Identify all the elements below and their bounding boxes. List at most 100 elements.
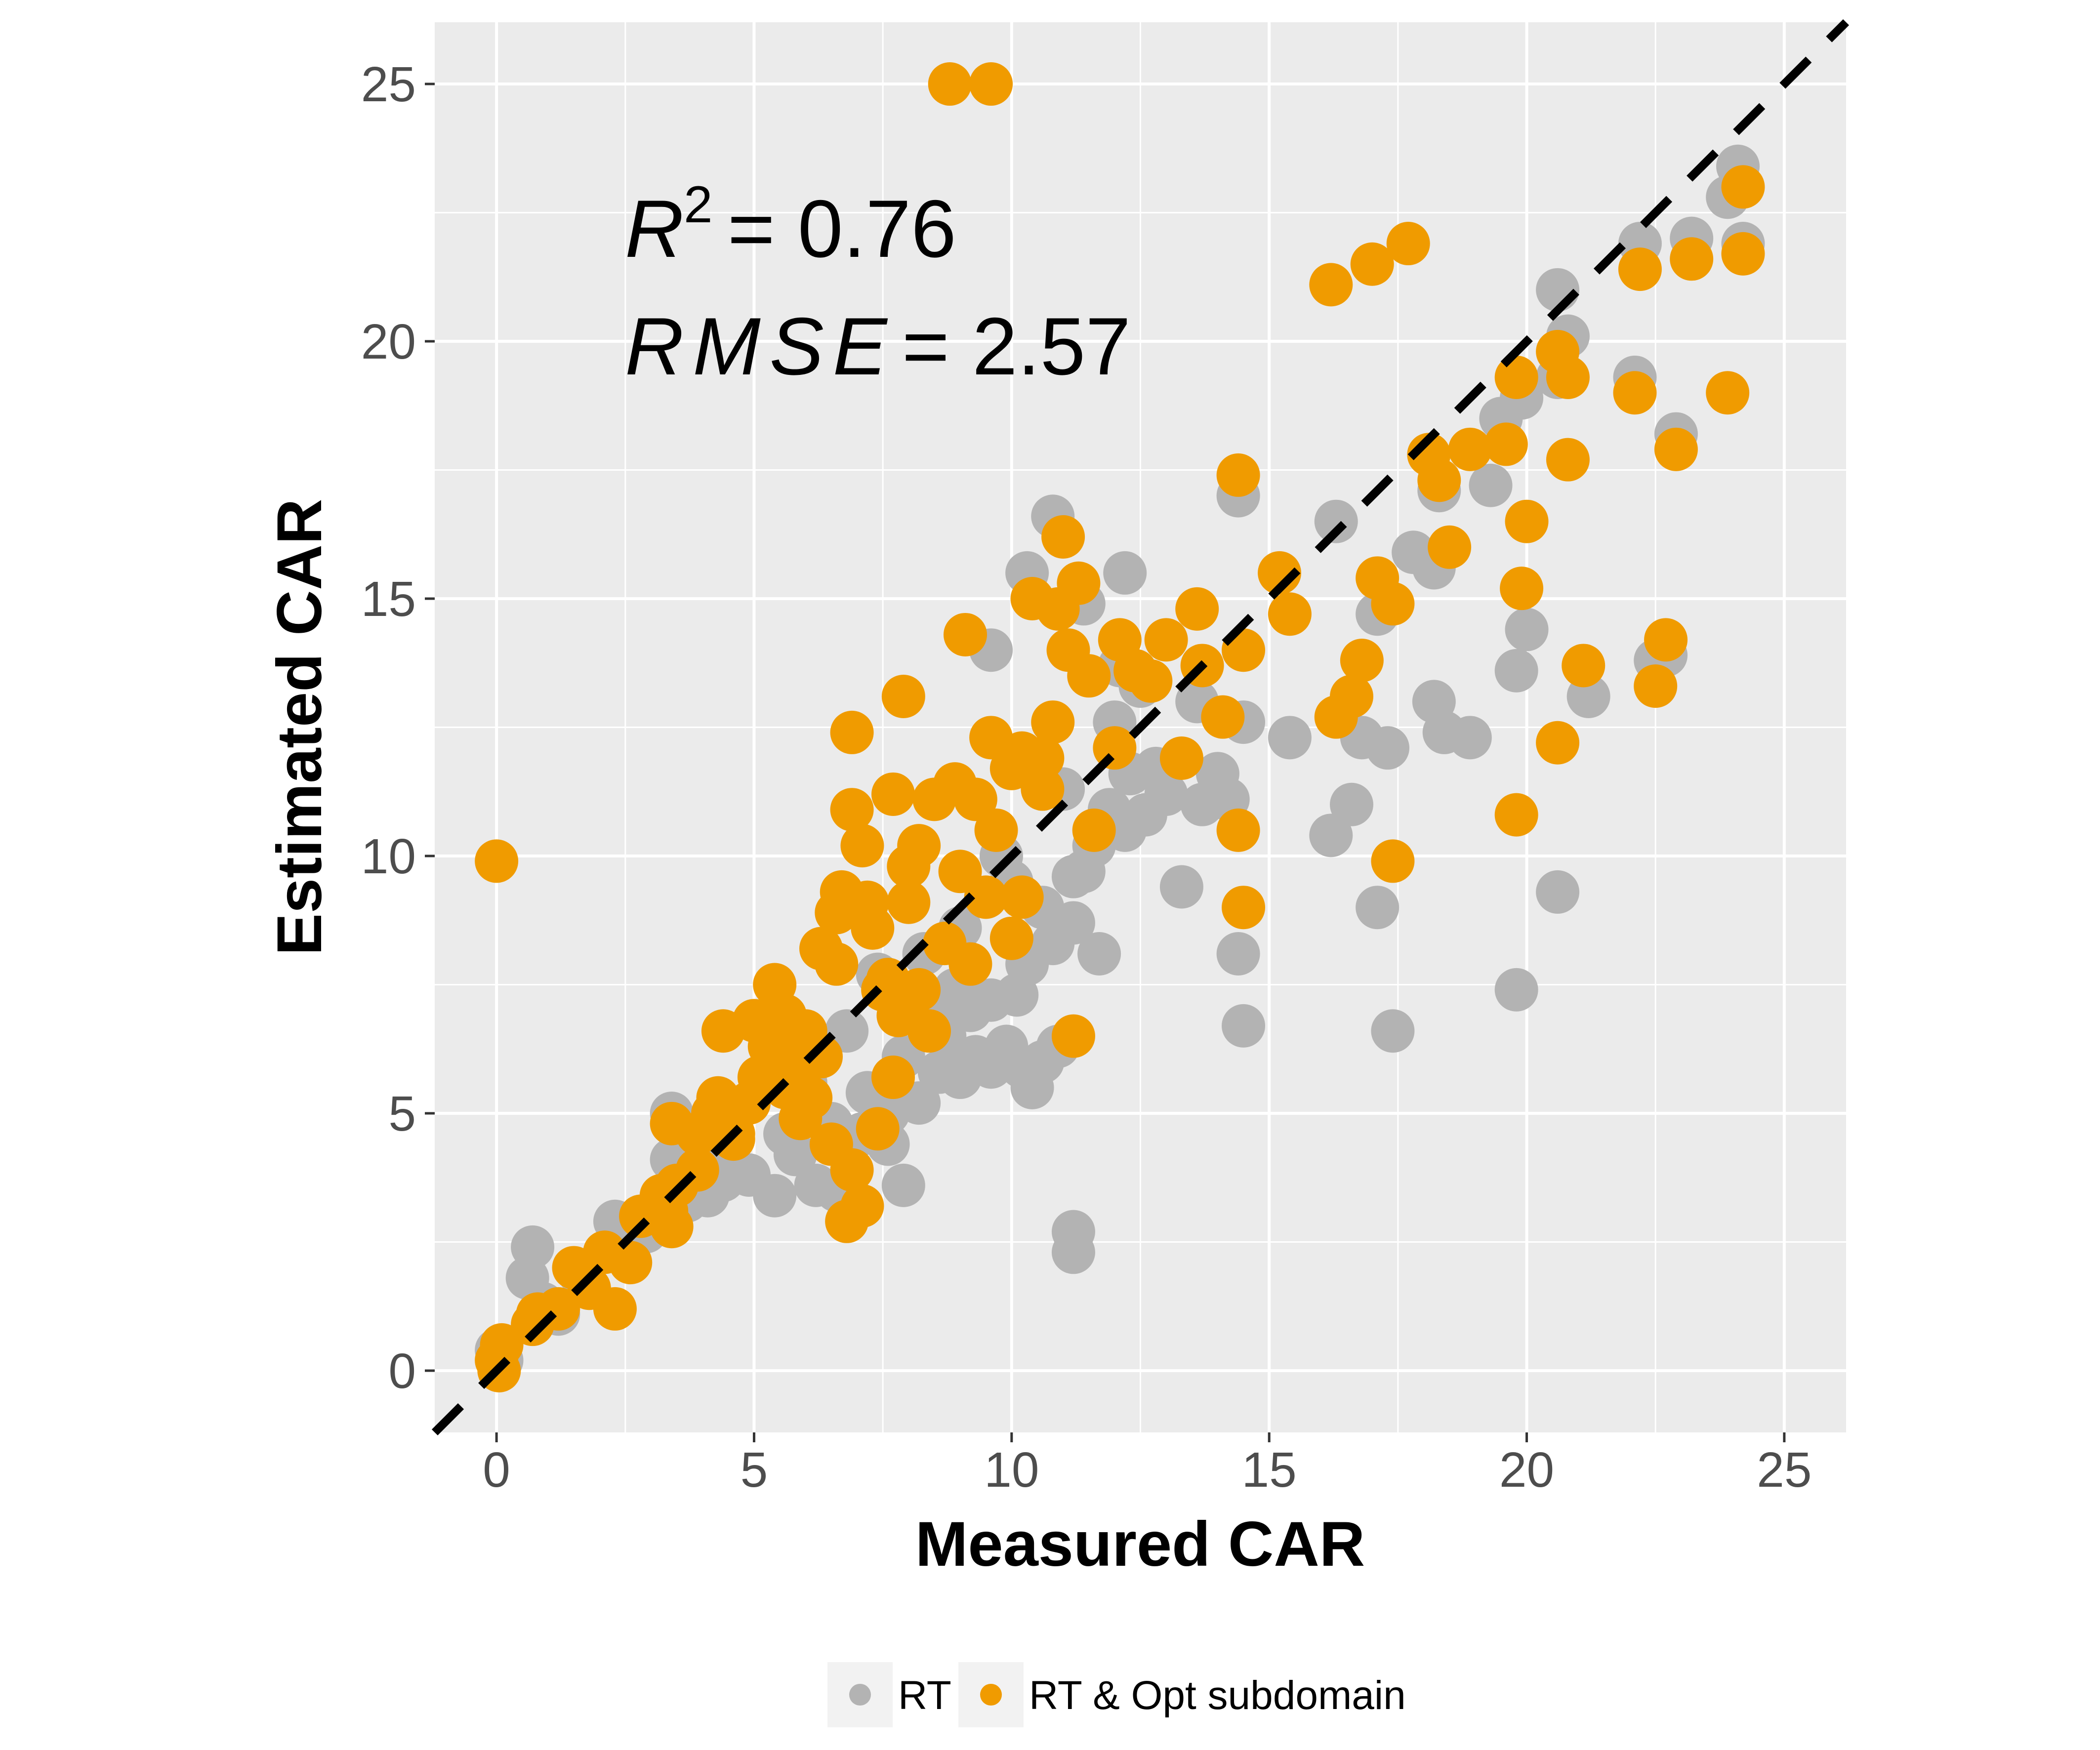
point-rt-opt-subdomain (1216, 453, 1260, 497)
point-rt-opt-subdomain (1268, 592, 1312, 636)
point-rt-opt-subdomain (1562, 644, 1606, 688)
point-rt-opt-subdomain (1654, 427, 1698, 471)
point-rt (1365, 726, 1409, 770)
point-rt-opt-subdomain (1536, 721, 1580, 765)
point-rt-opt-subdomain (830, 788, 874, 832)
y-tick-label: 5 (388, 1086, 416, 1141)
point-rt-opt-subdomain (691, 1091, 735, 1135)
point-rt (1356, 886, 1400, 930)
point-rt-opt-subdomain (974, 808, 1018, 852)
point-rt-opt-subdomain (953, 777, 997, 821)
point-rt-opt-subdomain (1051, 1014, 1095, 1058)
point-rt-opt-subdomain (593, 1287, 637, 1331)
point-rt-opt-subdomain (1067, 654, 1111, 698)
point-rt-opt-subdomain (1175, 587, 1219, 631)
point-rt-opt-subdomain (1330, 674, 1374, 718)
point-rt-opt-subdomain (1371, 839, 1415, 883)
y-tick-label: 15 (361, 571, 416, 627)
y-tick-label: 10 (361, 829, 416, 884)
point-rt-opt-subdomain (1129, 659, 1173, 703)
y-tick-label: 25 (361, 57, 416, 112)
point-rt (1469, 463, 1513, 507)
x-axis-title: Measured CAR (915, 1509, 1365, 1580)
legend: RT RT & Opt subdomain (827, 1662, 1406, 1727)
point-rt (1371, 1009, 1415, 1053)
point-rt-opt-subdomain (1494, 793, 1538, 837)
point-rt-opt-subdomain (928, 62, 972, 106)
point-rt-opt-subdomain (475, 839, 519, 883)
point-rt (1103, 551, 1147, 595)
point-rt (1051, 1210, 1095, 1254)
point-rt-opt-subdomain (1386, 222, 1430, 266)
legend-label-rt: RT (898, 1673, 951, 1718)
legend-label-rt-opt-subdomain: RT & Opt subdomain (1029, 1673, 1406, 1718)
point-rt-opt-subdomain (1613, 371, 1657, 415)
point-rt-opt-subdomain (1644, 618, 1688, 662)
x-tick-label: 20 (1499, 1442, 1554, 1498)
point-rt-opt-subdomain (1634, 664, 1678, 708)
point-rt-opt-subdomain (1021, 767, 1065, 811)
point-rt-opt-subdomain (1706, 371, 1750, 415)
point-rt-opt-subdomain (948, 942, 992, 986)
point-rt-opt-subdomain (1618, 247, 1662, 291)
point-rt-opt-subdomain (1072, 808, 1116, 852)
point-rt-opt-subdomain (1546, 355, 1590, 399)
one-to-one-reference-line (431, 19, 1850, 1436)
point-rt-opt-subdomain (1144, 618, 1188, 662)
point-rt-opt-subdomain (897, 824, 941, 868)
point-rt (1268, 716, 1312, 760)
point-rt-opt-subdomain (989, 916, 1033, 960)
point-rt-opt-subdomain (1041, 515, 1085, 559)
point-rt-opt-subdomain (1417, 458, 1461, 502)
point-rt-opt-subdomain (609, 1241, 653, 1285)
point-rt (1144, 772, 1188, 816)
rmse-value: = 2.57 (902, 301, 1131, 392)
point-rt-opt-subdomain (1021, 736, 1065, 780)
point-rt-opt-subdomain (1031, 700, 1075, 744)
x-tick-label: 0 (483, 1442, 510, 1498)
point-rt-opt-subdomain (799, 1035, 843, 1079)
rmse-symbol: RMSE (625, 301, 896, 392)
point-rt-opt-subdomain (1057, 561, 1101, 605)
point-rt (1222, 1004, 1266, 1048)
point-rt-opt-subdomain (1428, 525, 1472, 569)
rmse-annotation: RMSE= 2.57 (625, 301, 1131, 392)
x-tick-label: 10 (984, 1442, 1039, 1498)
point-rt (1448, 716, 1492, 760)
point-rt-opt-subdomain (1500, 567, 1544, 610)
legend-key-rt-opt-subdomain-dot (980, 1684, 1002, 1706)
point-rt-opt-subdomain (809, 1122, 853, 1166)
point-rt-opt-subdomain (1000, 875, 1044, 919)
point-rt-opt-subdomain (851, 906, 895, 950)
point-rt-opt-subdomain (871, 1056, 915, 1099)
point-rt-opt-subdomain (830, 710, 874, 754)
point-rt-opt-subdomain (1494, 355, 1538, 399)
point-rt-opt-subdomain (1340, 639, 1384, 683)
r-squared-symbol: R (625, 183, 684, 274)
point-rt-opt-subdomain (1216, 808, 1260, 852)
point-rt-opt-subdomain (1350, 242, 1394, 286)
r-squared-exponent: 2 (684, 176, 712, 234)
point-rt-opt-subdomain (825, 1199, 869, 1243)
point-rt-opt-subdomain (1201, 695, 1245, 739)
point-rt (1330, 782, 1374, 826)
point-rt-opt-subdomain (1448, 427, 1492, 471)
point-rt (753, 1174, 797, 1218)
point-rt (1505, 608, 1549, 651)
point-rt-opt-subdomain (1546, 438, 1590, 482)
point-rt (1216, 932, 1260, 976)
point-rt-opt-subdomain (1258, 551, 1302, 595)
r-squared-annotation: R2 = 0.76 (625, 176, 956, 274)
point-rt-opt-subdomain (645, 1189, 689, 1233)
point-rt-opt-subdomain (871, 772, 915, 816)
point-rt-opt-subdomain (1721, 165, 1765, 209)
point-rt (1159, 865, 1203, 909)
point-rt-opt-subdomain (887, 880, 931, 924)
point-rt (1010, 1065, 1054, 1109)
point-rt-opt-subdomain (1484, 422, 1528, 466)
point-rt-opt-subdomain (815, 891, 859, 935)
point-rt (1309, 814, 1353, 857)
point-rt (1536, 870, 1580, 914)
point-rt-opt-subdomain (737, 1056, 781, 1099)
